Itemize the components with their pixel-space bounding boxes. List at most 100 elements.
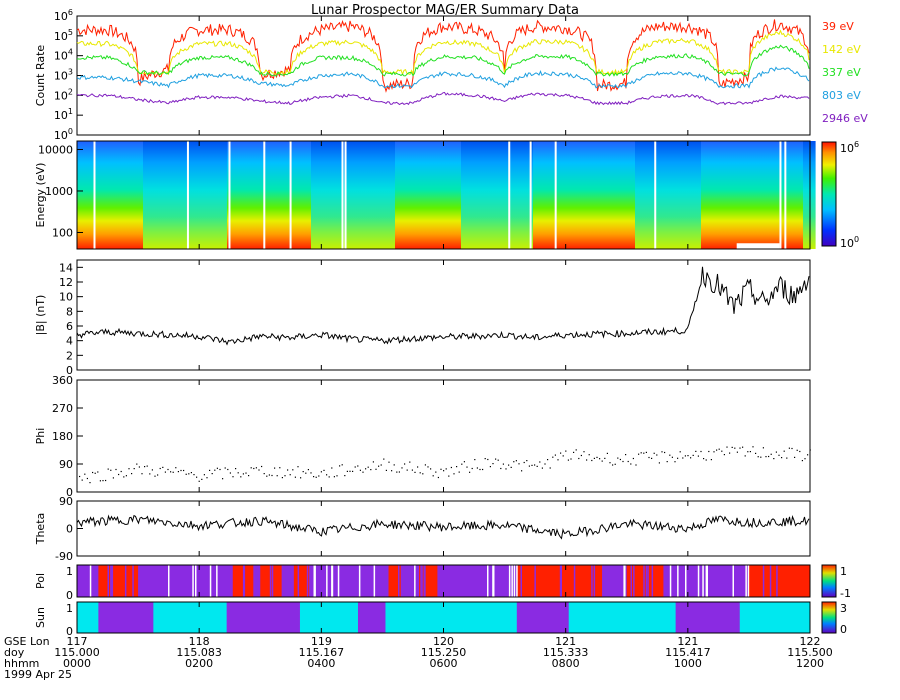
b-magnitude-ytick-label: 2	[66, 349, 73, 362]
phi-point	[541, 467, 543, 469]
phi-point	[292, 469, 294, 471]
phi-point	[573, 451, 575, 453]
spectrogram-column	[455, 141, 462, 249]
spectrogram-column	[635, 141, 642, 249]
phi-point	[318, 475, 320, 477]
phi-point	[263, 473, 265, 475]
phi-point	[167, 468, 169, 471]
spectrogram-column	[467, 141, 474, 249]
spectrogram-column	[797, 141, 804, 249]
phi-point	[476, 467, 478, 469]
spectrogram-column	[317, 141, 324, 249]
phi-point	[97, 471, 99, 473]
phi-point	[367, 466, 369, 468]
spectrogram-column	[101, 141, 108, 249]
count-rate-ylabel: Count Rate	[34, 45, 47, 107]
phi-point	[640, 452, 642, 454]
phi-point	[175, 467, 177, 469]
pol-colorbar-min: -1	[840, 587, 851, 600]
spectrogram-column	[779, 141, 786, 249]
phi-point	[380, 464, 382, 466]
spectrogram-column	[491, 141, 498, 249]
spectrogram-column	[137, 141, 144, 249]
spectrogram-column	[647, 141, 654, 249]
b-magnitude-ytick-label: 6	[66, 320, 73, 333]
spectrogram-ytick-label: 100	[52, 226, 73, 239]
phi-point	[159, 467, 161, 470]
phi-point	[430, 468, 432, 470]
spectrogram-column	[599, 141, 606, 249]
phi-point	[268, 474, 270, 476]
spectrogram-column	[587, 141, 594, 249]
phi-point	[461, 463, 463, 465]
pol-colorbar	[821, 564, 837, 598]
spectrogram-column	[737, 141, 744, 249]
pol-stripe	[508, 565, 511, 597]
spectrogram-column	[611, 141, 618, 249]
phi-point	[526, 460, 528, 462]
phi-point	[323, 469, 325, 471]
phi-point	[214, 469, 216, 471]
spectrogram-column	[173, 141, 180, 249]
phi-point	[89, 482, 91, 484]
phi-point	[534, 464, 536, 466]
pol-stripe	[487, 565, 489, 597]
phi-point	[713, 451, 715, 453]
phi-ytick-label: 90	[59, 458, 73, 471]
phi-point	[773, 458, 775, 460]
spectrogram-column	[545, 141, 552, 249]
spectrogram-column	[755, 141, 762, 249]
spectrogram-column	[623, 141, 630, 249]
phi-point	[354, 466, 356, 468]
pol-stripe	[513, 565, 516, 597]
footer-tick-lon: 120	[433, 635, 454, 648]
spectrogram-column	[377, 141, 384, 249]
phi-point	[505, 468, 507, 470]
spectrogram-column	[89, 141, 96, 249]
footer-date: 1999 Apr 25	[4, 668, 72, 681]
pol-stripe	[492, 565, 494, 597]
spectrogram-column	[521, 141, 528, 249]
footer-label-hhmm: hhmm	[4, 657, 39, 670]
spectrogram-column	[677, 141, 684, 249]
sun-lit-band	[568, 602, 676, 633]
spectrogram-column	[293, 141, 300, 249]
phi-point	[224, 467, 226, 469]
spectrogram-column	[251, 141, 258, 249]
phi-point	[554, 454, 556, 456]
phi-point	[692, 454, 694, 456]
pol-stripe	[559, 565, 562, 597]
phi-point	[110, 469, 112, 471]
phi-point	[651, 457, 653, 459]
pol-stripe	[216, 565, 218, 597]
phi-point	[578, 457, 580, 460]
footer-tick-doy: 115.500	[787, 646, 833, 659]
phi-point	[203, 474, 205, 476]
pol-stripe	[195, 565, 197, 597]
spectrogram-column	[383, 141, 390, 249]
spectrogram-gap	[93, 141, 96, 249]
phi-point	[723, 454, 725, 456]
count-rate-series-2	[76, 44, 810, 77]
b-magnitude-ytick-label: 0	[66, 364, 73, 377]
phi-point	[625, 454, 627, 456]
pol-stripe	[89, 565, 92, 597]
pol-stripe	[511, 565, 513, 597]
pol-stripe	[209, 565, 212, 597]
phi-point	[734, 447, 736, 449]
phi-point	[710, 459, 712, 461]
phi-point	[253, 467, 255, 470]
footer-tick-lon: 121	[555, 635, 576, 648]
spectrogram-column	[341, 141, 348, 249]
spectrogram-column	[371, 141, 378, 249]
phi-point	[635, 464, 637, 466]
pol-stripe	[633, 565, 635, 597]
pol-stripe	[132, 565, 134, 597]
phi-point	[279, 467, 281, 469]
phi-point	[287, 469, 289, 471]
spectrogram-column	[761, 141, 768, 249]
spectrogram-column	[395, 141, 402, 249]
phi-point	[193, 474, 195, 476]
phi-point	[552, 456, 554, 458]
spectrogram-column	[275, 141, 282, 249]
